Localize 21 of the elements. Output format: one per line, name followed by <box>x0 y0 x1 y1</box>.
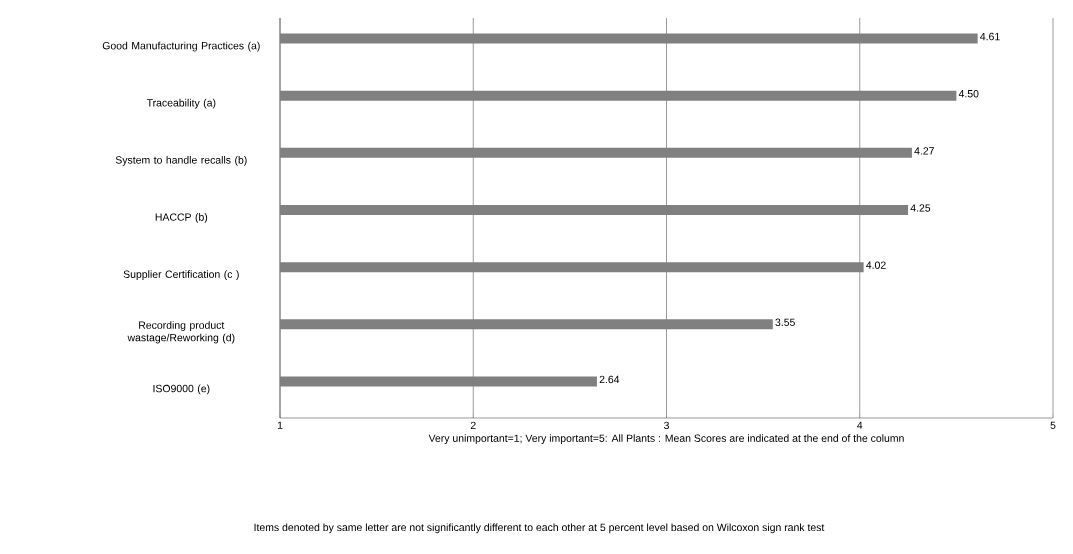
data-label: 4.61 <box>980 32 1000 41</box>
data-label: 4.25 <box>910 204 931 212</box>
x-tick-label: 5 <box>1050 421 1056 429</box>
data-label: 4.27 <box>914 147 934 155</box>
y-tick-label: ISO9000 (e) <box>153 384 210 395</box>
x-tick-label: 3 <box>663 421 669 430</box>
y-tick-label: Traceability (a) <box>146 98 216 109</box>
y-tick-label: Good Manufacturing Practices (a) <box>102 41 260 52</box>
x-tick-label: 4 <box>857 421 863 429</box>
y-tick-label: System to handle recalls (b) <box>115 155 247 166</box>
text: Items denoted by same letter are not significantly different to each other at 5 percent level based on Wilcoxon sign rank test <box>254 523 825 534</box>
x-axis-title: Very unimportant=1; Very important=5: All Plants : Mean Scores are indicated at the end of the column <box>428 434 904 445</box>
y-tick-label: HACCP (b) <box>155 213 208 223</box>
y-tick-label: Recording product wastage/Reworking (d) <box>127 321 235 344</box>
data-label: 2.64 <box>599 375 620 384</box>
x-tick-label: 1 <box>277 421 283 429</box>
x-tick-label: 2 <box>470 421 476 429</box>
data-label: 3.55 <box>775 318 795 326</box>
y-tick-label: Supplier Certification (c ) <box>123 270 239 281</box>
data-label: 4.02 <box>866 261 886 269</box>
data-label: 4.50 <box>958 90 979 98</box>
